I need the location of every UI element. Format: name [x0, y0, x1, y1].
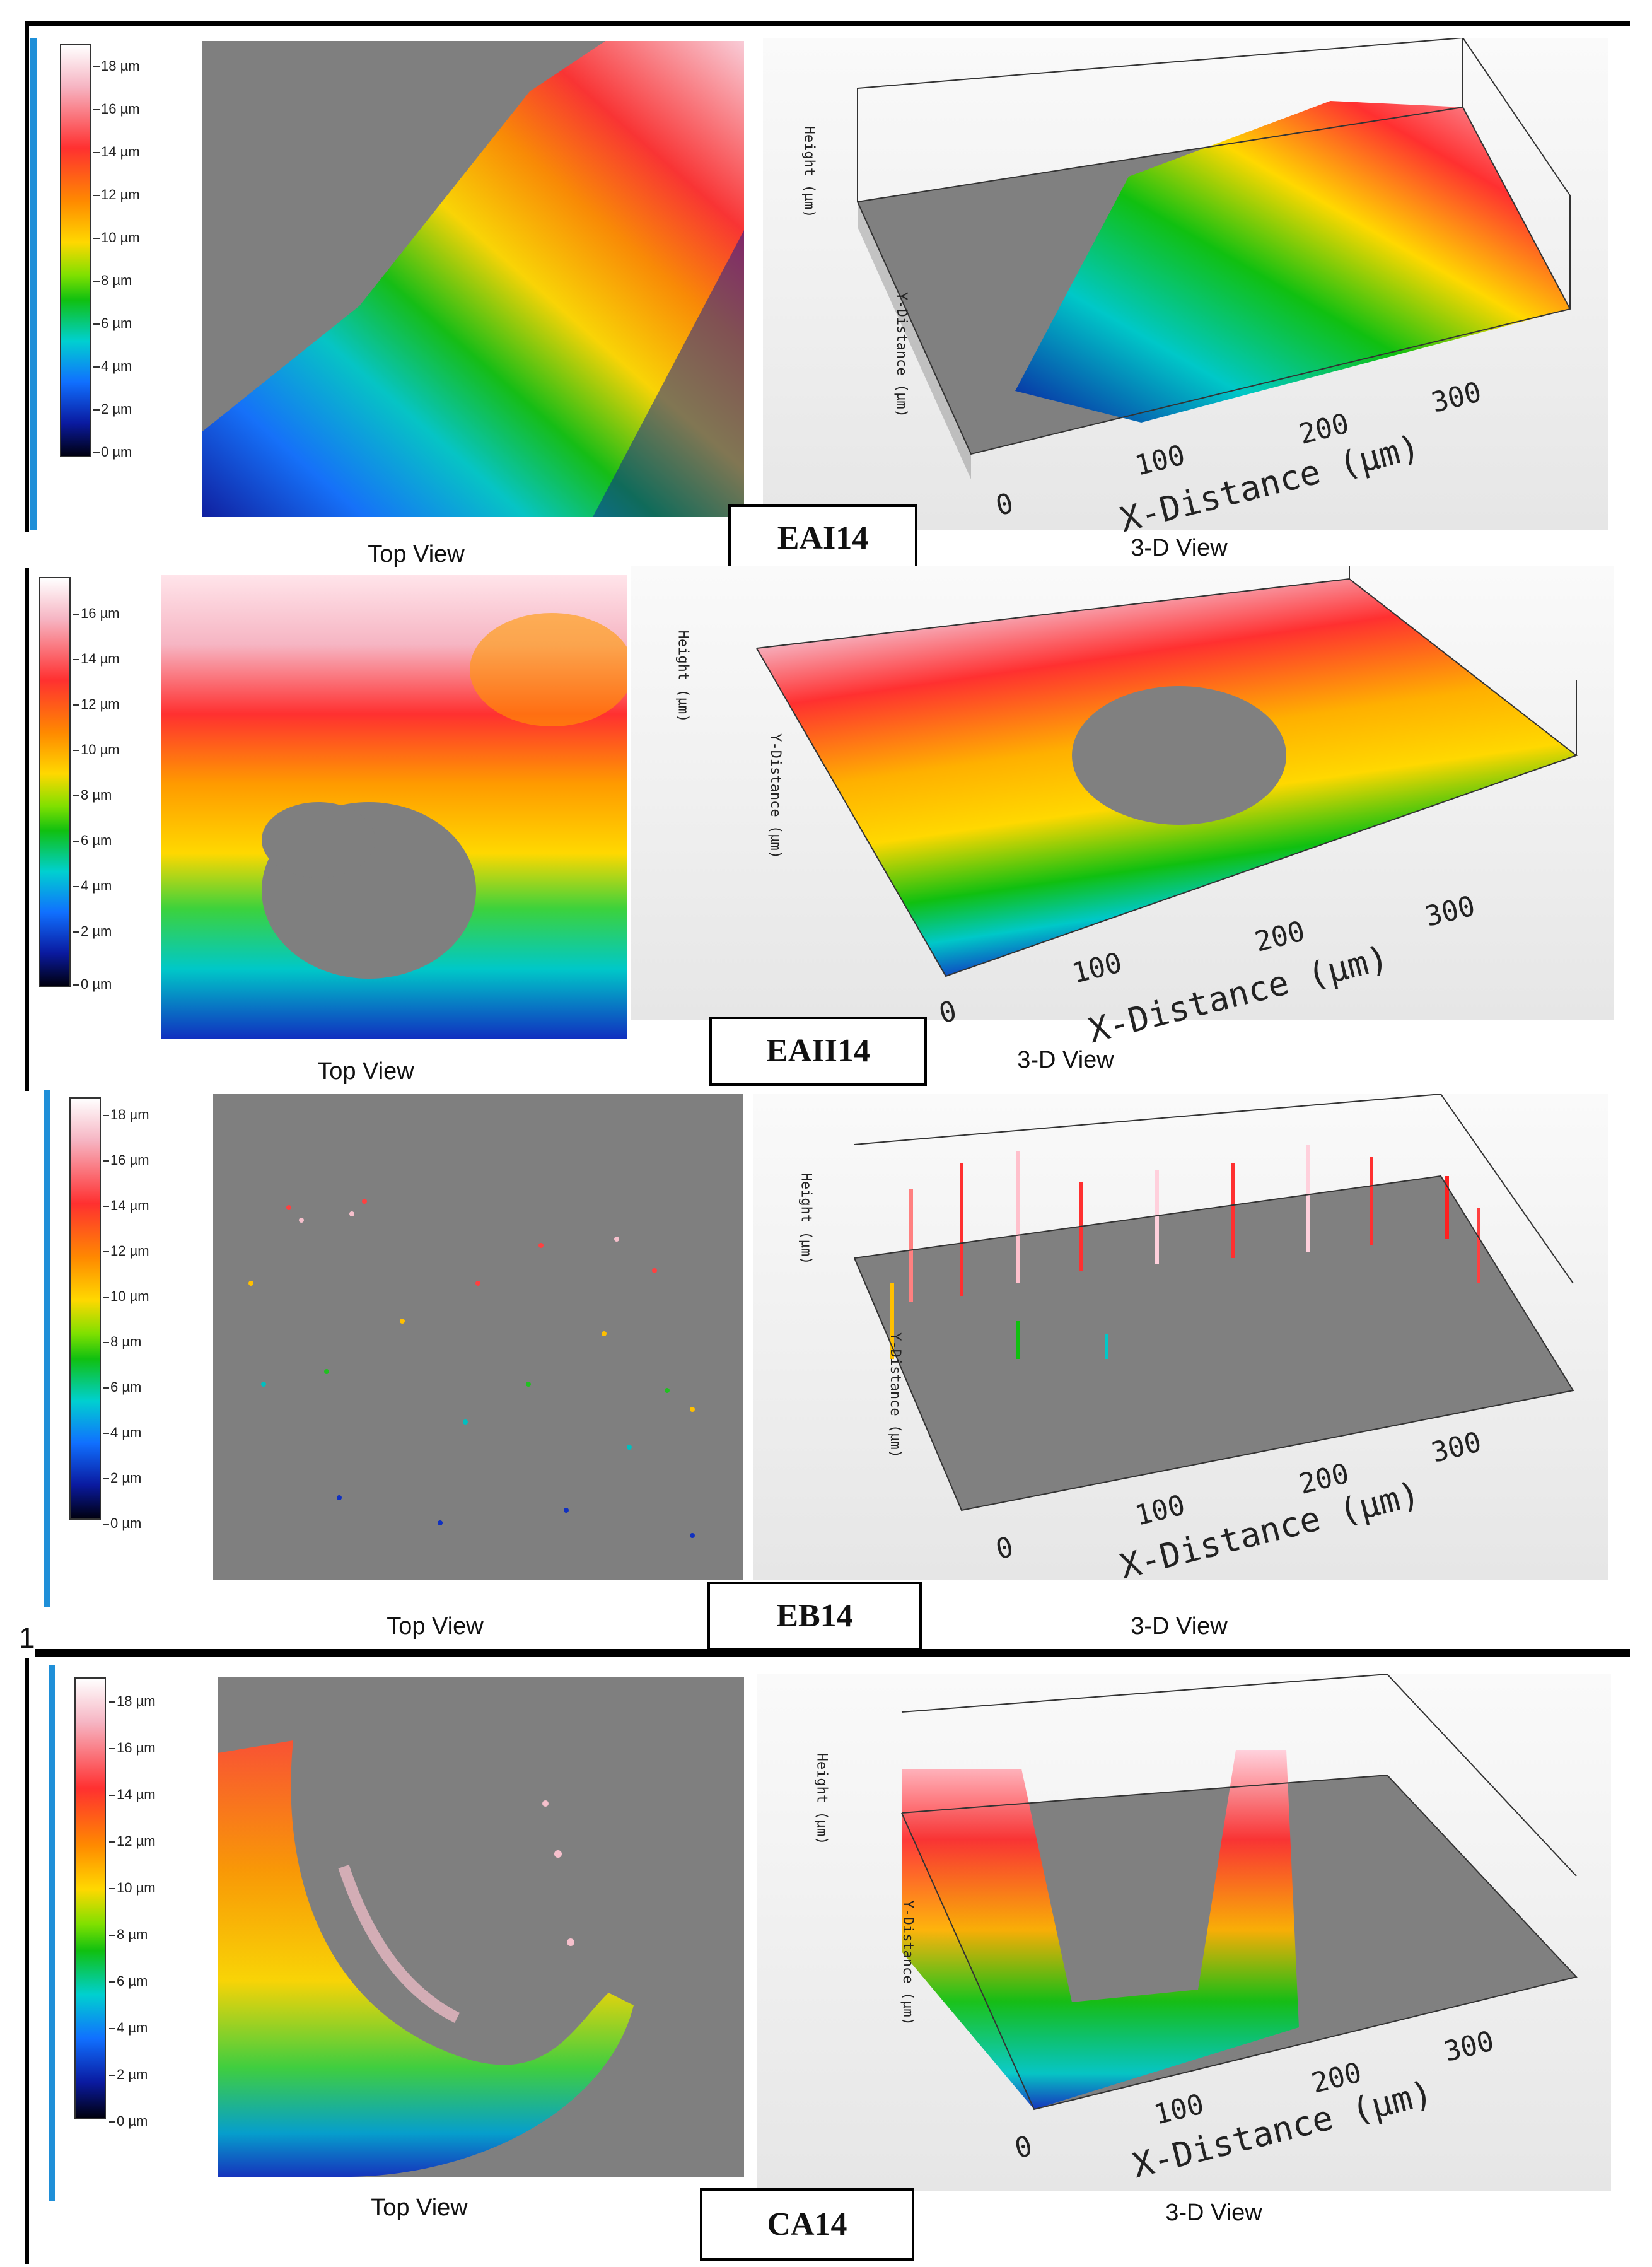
view-3d-image	[753, 1094, 1608, 1580]
sample-label: CA14	[700, 2188, 914, 2261]
top-view-image	[213, 1094, 743, 1580]
tick: 16 µm	[109, 1740, 156, 1756]
z-axis-label: Height (µm)	[801, 125, 817, 218]
tick: 0 µm	[108, 2113, 148, 2129]
z-axis-label: Height (µm)	[798, 1172, 814, 1265]
tick: 2 µm	[93, 401, 132, 417]
stray-mark: 1	[19, 1621, 35, 1654]
top-view-image	[202, 41, 744, 517]
view-3d-caption: 3-D View	[1131, 535, 1228, 561]
tick: 12 µm	[93, 187, 140, 202]
left-border	[25, 568, 29, 1091]
top-view-image	[161, 575, 627, 1039]
accent-bar	[49, 1665, 55, 2201]
tick: 2 µm	[102, 1470, 142, 1486]
color-scale-bar	[69, 1097, 101, 1520]
y-axis-label: Y-Distance (µm)	[899, 1900, 916, 2025]
color-scale-bar	[39, 577, 71, 987]
top-view-caption: Top View	[371, 2194, 468, 2221]
tick: 8 µm	[102, 1334, 142, 1349]
top-view-caption: Top View	[368, 541, 465, 568]
view-3d-caption: 3-D View	[1017, 1047, 1114, 1073]
tick: 10 µm	[93, 230, 140, 245]
accent-bar	[44, 1090, 50, 1607]
tick: 12 µm	[103, 1243, 149, 1259]
y-axis-label: Y-Distance (µm)	[767, 733, 783, 859]
tick: 6 µm	[102, 1379, 142, 1395]
tick: 4 µm	[108, 2020, 148, 2036]
tick: 10 µm	[103, 1288, 149, 1304]
tick: 10 µm	[109, 1880, 156, 1896]
tick: 18 µm	[93, 58, 140, 74]
tick: 2 µm	[73, 923, 112, 939]
view-3d-caption: 3-D View	[1131, 1613, 1228, 1640]
top-view-image	[218, 1677, 744, 2177]
view-3d-image	[763, 38, 1608, 530]
tick: 2 µm	[108, 2066, 148, 2082]
y-axis-label: Y-Distance (µm)	[887, 1332, 903, 1458]
tick: 0 µm	[93, 444, 132, 460]
tick: 12 µm	[73, 696, 120, 712]
y-axis-label: Y-Distance (µm)	[893, 292, 909, 417]
tick: 4 µm	[73, 878, 112, 894]
tick: 4 µm	[102, 1425, 142, 1440]
tick: 14 µm	[109, 1786, 156, 1802]
sample-label: EAII14	[709, 1017, 927, 1086]
z-axis-label: Height (µm)	[675, 630, 691, 723]
accent-bar	[30, 38, 37, 530]
top-border	[25, 21, 1630, 26]
tick: 16 µm	[103, 1152, 149, 1168]
tick: 12 µm	[109, 1833, 156, 1849]
tick: 6 µm	[108, 1973, 148, 1989]
tick: 16 µm	[73, 605, 120, 621]
view-3d-image	[631, 566, 1614, 1020]
tick: 10 µm	[73, 742, 120, 757]
tick: 0 µm	[73, 976, 112, 992]
tick: 8 µm	[108, 1926, 148, 1942]
left-border	[25, 21, 29, 532]
tick: 6 µm	[73, 832, 112, 848]
sample-label: EB14	[707, 1582, 922, 1651]
tick: 4 µm	[93, 358, 132, 374]
tick: 18 µm	[103, 1107, 149, 1122]
tick: 6 µm	[93, 315, 132, 331]
z-axis-label: Height (µm)	[813, 1752, 830, 1845]
tick: 8 µm	[93, 272, 132, 288]
top-view-caption: Top View	[387, 1613, 484, 1640]
left-border	[25, 1658, 29, 2264]
color-scale-bar	[60, 44, 91, 457]
view-3d-caption: 3-D View	[1165, 2200, 1262, 2226]
tick: 16 µm	[93, 101, 140, 117]
tick: 14 µm	[73, 651, 120, 667]
tick: 14 µm	[93, 144, 140, 160]
sample-label: EAI14	[728, 504, 917, 573]
divider-line	[35, 1649, 1630, 1657]
color-scale-bar	[74, 1677, 106, 2119]
view-3d-image	[757, 1674, 1611, 2191]
tick: 8 µm	[73, 787, 112, 803]
top-view-caption: Top View	[317, 1058, 414, 1085]
tick: 14 µm	[103, 1198, 149, 1213]
tick: 0 µm	[102, 1515, 142, 1531]
tick: 18 µm	[109, 1693, 156, 1709]
